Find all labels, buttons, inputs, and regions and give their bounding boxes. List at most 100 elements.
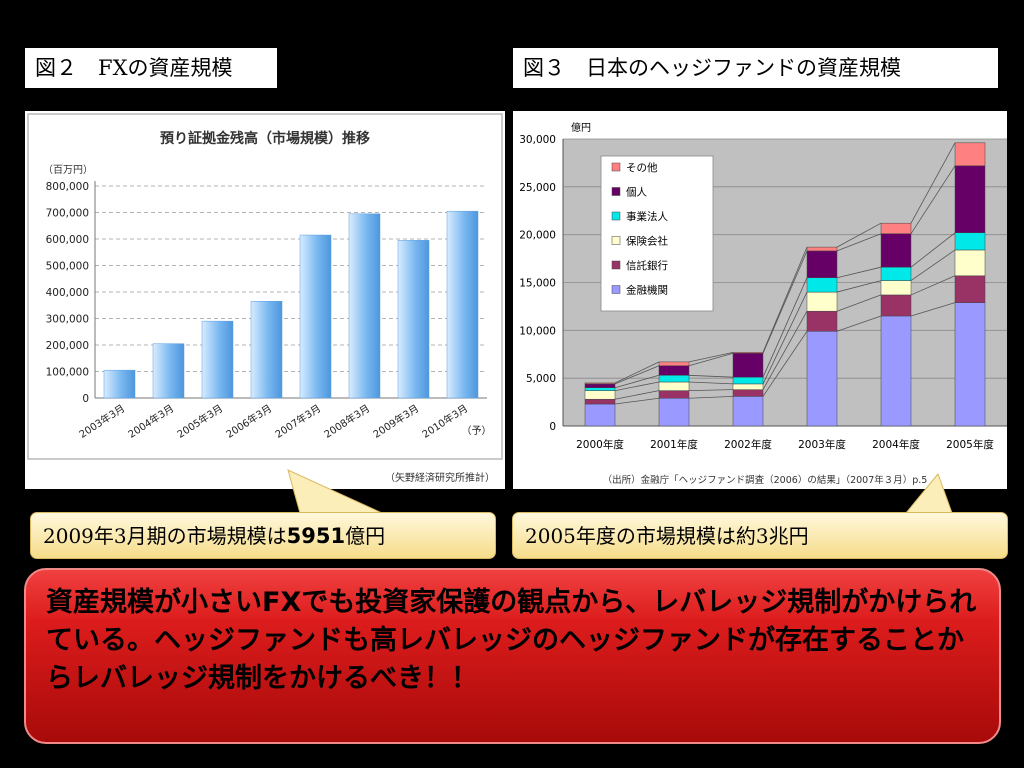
fig3-bar-segment — [732, 383, 764, 390]
fig3-x-tick-label: 2004年度 — [872, 438, 920, 451]
fig3-bar-segment — [880, 222, 912, 234]
fig3-bar-segment — [658, 398, 690, 427]
fig2-bar — [201, 320, 234, 399]
fig3-series-connector — [910, 232, 956, 268]
fig3-series-connector — [910, 142, 956, 224]
fig3-bar-segment — [732, 389, 764, 397]
fig2-caption: 図２ FXの資産規模 — [25, 48, 277, 88]
callout1-text-after: 億円 — [345, 524, 386, 548]
fig2-y-tick-label: 700,000 — [46, 208, 89, 220]
fig3-bar-segment — [732, 396, 764, 427]
fig3-y-tick-label: 15,000 — [519, 278, 556, 290]
fig3-bar-segment — [880, 280, 912, 296]
fig3-series-connector — [614, 374, 660, 389]
fig2-y-tick-label: 100,000 — [46, 367, 89, 379]
fig3-series-connector — [614, 390, 660, 400]
fig3-y-tick-label: 25,000 — [519, 182, 556, 194]
fig3-source: （出所）金融庁「ヘッジファンド調査（2006）の結果」（2007年３月）p.5 — [603, 474, 928, 486]
fig3-y-tick-label: 10,000 — [519, 325, 556, 337]
fig3-bar-segment — [584, 398, 616, 405]
fig2-y-tick-label: 300,000 — [46, 314, 89, 326]
fig2-bar — [250, 301, 283, 399]
fig3-bar-segment — [880, 233, 912, 268]
callout1-number: 5951 — [286, 524, 346, 548]
callout-fx-market-size: 2009年3月期の市場規模は5951億円 — [30, 512, 496, 559]
fig3-legend-swatch — [611, 211, 621, 221]
fig2-bar — [348, 213, 381, 399]
fig3-series-connector — [614, 365, 660, 385]
fig3-bar-segment — [806, 291, 838, 312]
fig3-chart: 億円 30,000 25,000 20,000 15,000 10,000 5,000 0 2… — [519, 121, 1007, 486]
fig2-y-tick-label: 200,000 — [46, 340, 89, 352]
fig3-caption: 図３ 日本のヘッジファンドの資産規模 — [513, 48, 998, 88]
fig2-bar — [446, 210, 479, 399]
fig3-bar-segment — [954, 232, 986, 251]
fig3-series-connector — [688, 352, 734, 367]
fig2-y-tick-label: 500,000 — [46, 261, 89, 273]
fig3-y-tick-label: 20,000 — [519, 230, 556, 242]
conclusion-banner: 資産規模が小さいFXでも投資家保護の観点から、レバレッジ規制がかけられている。ヘ… — [24, 568, 1001, 744]
fig3-bar-segment — [584, 383, 616, 388]
fig3-legend-label: 個人 — [626, 186, 647, 199]
fig3-y-tick-label: 5,000 — [526, 373, 556, 385]
fig2-y-tick-label: 600,000 — [46, 234, 89, 246]
fig3-series-connector — [762, 250, 808, 354]
fig3-series-connector — [836, 315, 882, 332]
fig3-bar-segment — [584, 390, 616, 400]
fig3-bar-segment — [584, 382, 616, 385]
fig3-bar-segment — [806, 250, 838, 278]
fig3-bar-segment — [880, 266, 912, 281]
fig3-series-connector — [688, 389, 734, 392]
fig3-series-connector — [614, 397, 660, 405]
fig3-bar-segment — [954, 302, 986, 427]
fig3-x-tick-label: 2005年度 — [946, 438, 994, 451]
fig3-legend-label: その他 — [626, 161, 658, 174]
fig3-series-connector — [688, 395, 734, 399]
fig3-series-connector — [910, 249, 956, 281]
fig3-bar-segment — [658, 381, 690, 391]
fig3-x-tick-label: 2000年度 — [576, 438, 624, 451]
fig3-y-tick-label: 0 — [549, 421, 556, 433]
fig3-bar-segment — [806, 310, 838, 332]
fig3-series-connector — [762, 291, 808, 385]
fig2-bar — [299, 234, 332, 399]
fig2-bar — [152, 343, 185, 399]
fig3-x-tick-label: 2003年度 — [798, 438, 846, 451]
callout-hedge-fund-market-size: 2005年度の市場規模は約3兆円 — [512, 512, 1008, 559]
fig3-series-connector — [614, 361, 660, 384]
fig3-series-connector — [688, 381, 734, 385]
fig2-source: （矢野経済研究所推計） — [385, 471, 495, 484]
fig3-y-tick-label: 30,000 — [519, 134, 556, 146]
fig3-series-connector — [688, 374, 734, 378]
fig3-bar-segment — [658, 375, 690, 383]
fig3-series-connector — [910, 275, 956, 296]
fig2-x-tick-label-note: （予） — [462, 425, 492, 437]
fig3-series-connector — [762, 277, 808, 378]
fig3-legend-swatch — [611, 236, 621, 245]
fig2-y-tick-label: 800,000 — [46, 181, 89, 193]
fig3-legend-swatch — [611, 187, 621, 196]
fig3-series-connector — [762, 246, 808, 353]
fig3-legend — [600, 155, 714, 312]
fig3-series-connector — [762, 311, 808, 390]
fig3-series-connector — [836, 233, 882, 252]
fig3-bar-segment — [954, 275, 986, 303]
fig3-legend-label: 金融機関 — [626, 284, 668, 297]
fig3-bar-segment — [806, 246, 838, 252]
fig3-series-connector — [836, 222, 882, 248]
fig3-legend-swatch — [611, 162, 621, 172]
fig3-x-tick-label: 2002年度 — [724, 438, 772, 451]
fig3-series-connector — [614, 381, 660, 391]
fig3-legend-label: 事業法人 — [626, 210, 668, 223]
fig3-bar-segment — [658, 365, 690, 376]
fig2-bar — [103, 369, 136, 399]
fig3-x-tick-label: 2001年度 — [650, 438, 698, 451]
fig3-legend-swatch — [611, 285, 621, 294]
fig2-chart-title: 預り証拠金残高（市場規模）推移 — [160, 130, 370, 147]
fig3-bar-segment — [880, 294, 912, 317]
fig3-bar-segment — [732, 376, 764, 385]
fig2-unit-label: （百万円） — [43, 164, 93, 176]
fig3-chart-panel: 億円 30,000 25,000 20,000 15,000 10,000 5,000 0 2… — [513, 111, 1007, 489]
fig2-y-tick-label: 0 — [82, 393, 89, 405]
fig3-series-connector — [836, 294, 882, 312]
